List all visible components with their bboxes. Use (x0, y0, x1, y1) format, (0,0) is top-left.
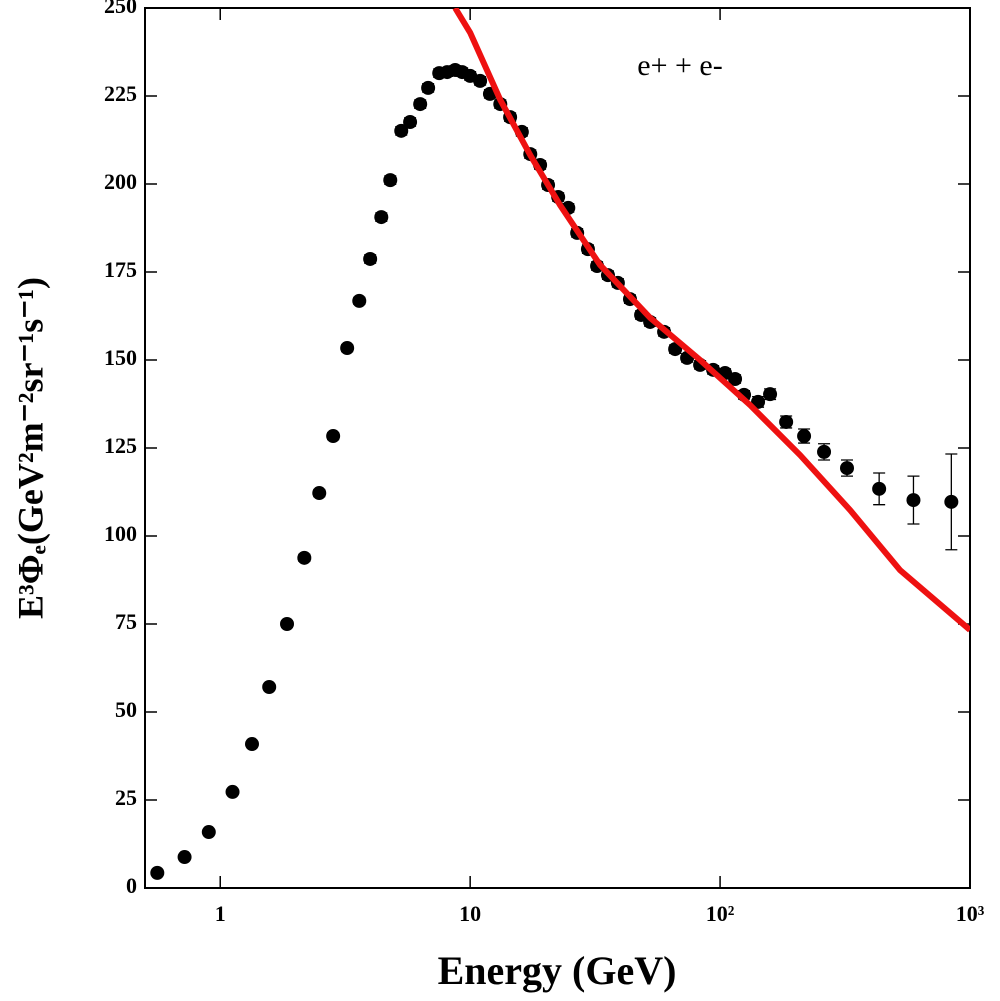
data-point (150, 865, 165, 880)
y-tick-label: 250 (104, 0, 137, 18)
x-axis-label: Energy (GeV) (438, 948, 677, 993)
data-point (297, 550, 312, 565)
x-tick-label: 10 (459, 901, 481, 926)
data-point (763, 387, 778, 402)
data-point (421, 80, 436, 95)
data-point (872, 481, 887, 496)
data-point (201, 825, 216, 840)
y-tick-label: 25 (115, 785, 137, 810)
data-point (473, 73, 488, 88)
data-point (394, 123, 409, 138)
x-tick-label: 10² (706, 901, 735, 926)
plot-area (150, 8, 970, 880)
y-tick-label: 0 (126, 873, 137, 898)
x-tick-label: 10³ (956, 901, 985, 926)
data-point (817, 444, 832, 459)
data-point (906, 493, 921, 508)
model-curve (452, 8, 970, 633)
data-point (797, 429, 812, 444)
y-tick-label: 150 (104, 345, 137, 370)
data-point (177, 850, 192, 865)
data-point (413, 97, 428, 112)
data-point (312, 486, 327, 501)
data-point (840, 461, 855, 476)
y-tick-label: 75 (115, 609, 137, 634)
data-point (352, 293, 367, 308)
y-tick-label: 125 (104, 433, 137, 458)
x-tick-label: 1 (215, 901, 226, 926)
data-point (374, 210, 389, 225)
data-point (944, 494, 959, 509)
y-tick-label: 175 (104, 257, 137, 282)
data-point (326, 429, 341, 444)
y-tick-label: 225 (104, 81, 137, 106)
plot-frame (144, 7, 971, 889)
data-point (262, 680, 277, 695)
data-point (403, 115, 418, 130)
y-axis-label: E³Φₑ(GeV²m⁻²sr⁻¹s⁻¹) (10, 277, 50, 619)
y-tick-label: 200 (104, 169, 137, 194)
data-point (280, 617, 295, 631)
data-point (728, 372, 743, 387)
annotation: e+ + e- (637, 49, 722, 82)
data-point (340, 341, 355, 356)
data-point (225, 784, 240, 799)
y-tick-label: 50 (115, 697, 137, 722)
data-point (363, 251, 378, 266)
data-point (245, 737, 260, 752)
data-point (383, 173, 398, 188)
data-point (779, 414, 794, 429)
y-tick-label: 100 (104, 521, 137, 546)
